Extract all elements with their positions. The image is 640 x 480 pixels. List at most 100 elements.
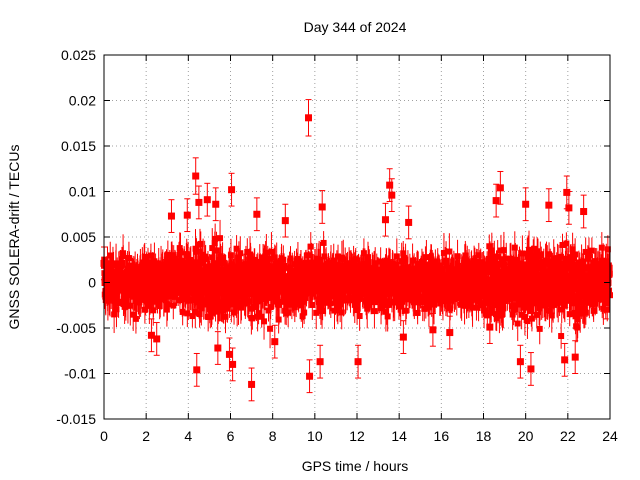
data-point	[384, 313, 391, 320]
data-point	[518, 301, 525, 308]
data-point	[578, 299, 585, 306]
data-point	[372, 261, 379, 268]
data-point	[389, 260, 396, 267]
data-point	[571, 309, 578, 316]
data-cloud	[101, 219, 613, 349]
data-point	[500, 247, 507, 254]
data-point	[288, 274, 295, 281]
data-point	[403, 296, 410, 303]
data-point	[170, 302, 177, 309]
data-point	[514, 320, 521, 327]
data-point	[454, 253, 461, 260]
data-point	[147, 252, 154, 259]
data-point	[480, 263, 487, 270]
data-point	[127, 302, 134, 309]
data-point	[254, 313, 261, 320]
data-point	[320, 239, 327, 246]
data-point	[557, 269, 564, 276]
data-point	[572, 251, 579, 258]
data-point	[352, 256, 359, 263]
data-point	[141, 306, 148, 313]
data-point	[356, 312, 363, 319]
data-point	[443, 257, 450, 264]
data-point	[492, 311, 499, 318]
data-point	[242, 265, 249, 272]
data-point	[157, 296, 164, 303]
data-point	[113, 306, 120, 313]
data-point	[313, 309, 320, 316]
data-point	[574, 306, 581, 313]
data-point	[330, 257, 337, 264]
data-point	[488, 247, 495, 254]
data-point	[192, 308, 199, 315]
data-point	[163, 306, 170, 313]
data-point	[511, 272, 518, 279]
data-point	[267, 325, 274, 332]
data-point	[184, 310, 191, 317]
data-point	[285, 309, 292, 316]
data-point	[280, 256, 287, 263]
data-point	[293, 298, 300, 305]
data-point	[231, 309, 238, 316]
data-point	[251, 256, 258, 263]
data-point	[141, 253, 148, 260]
data-point	[198, 305, 205, 312]
data-point	[194, 298, 201, 305]
data-point	[197, 240, 204, 247]
data-point	[503, 255, 510, 262]
data-point	[183, 263, 190, 270]
data-point	[337, 301, 344, 308]
data-point	[491, 257, 498, 264]
data-point	[283, 283, 290, 290]
data-point	[261, 318, 268, 325]
data-point	[517, 260, 524, 267]
data-point	[534, 248, 541, 255]
data-point	[207, 313, 214, 320]
data-point	[537, 252, 544, 259]
data-point	[168, 292, 175, 299]
data-point	[498, 274, 505, 281]
data-point	[419, 299, 426, 306]
data-point	[427, 285, 434, 292]
data-point	[169, 255, 176, 262]
data-point	[130, 311, 137, 318]
data-point	[307, 243, 314, 250]
data-point	[302, 294, 309, 301]
data-point	[525, 250, 532, 257]
data-point	[198, 259, 205, 266]
data-point	[263, 249, 270, 256]
data-point	[561, 302, 568, 309]
data-point	[208, 304, 215, 311]
data-point	[212, 235, 219, 242]
data-point	[402, 307, 409, 314]
data-point	[535, 271, 542, 278]
data-point	[129, 293, 136, 300]
data-point	[150, 298, 157, 305]
data-point	[132, 315, 139, 322]
data-point	[533, 311, 540, 318]
data-point	[378, 271, 385, 278]
data-point	[498, 294, 505, 301]
data-point	[334, 276, 341, 283]
data-point	[391, 298, 398, 305]
data-point	[550, 255, 557, 262]
data-point	[174, 265, 181, 272]
data-point	[169, 286, 176, 293]
data-point	[547, 258, 554, 265]
data-point	[528, 315, 535, 322]
data-point	[580, 258, 587, 265]
data-point	[528, 302, 535, 309]
data-point	[512, 256, 519, 263]
data-point	[524, 273, 531, 280]
data-point	[187, 258, 194, 265]
data-point	[496, 260, 503, 267]
data-point	[569, 300, 576, 307]
data-point	[238, 299, 245, 306]
data-point	[423, 254, 430, 261]
data-point	[382, 308, 389, 315]
data-point	[414, 309, 421, 316]
data-point	[409, 257, 416, 264]
data-point	[156, 302, 163, 309]
data-point	[217, 235, 224, 242]
data-point	[524, 253, 531, 260]
